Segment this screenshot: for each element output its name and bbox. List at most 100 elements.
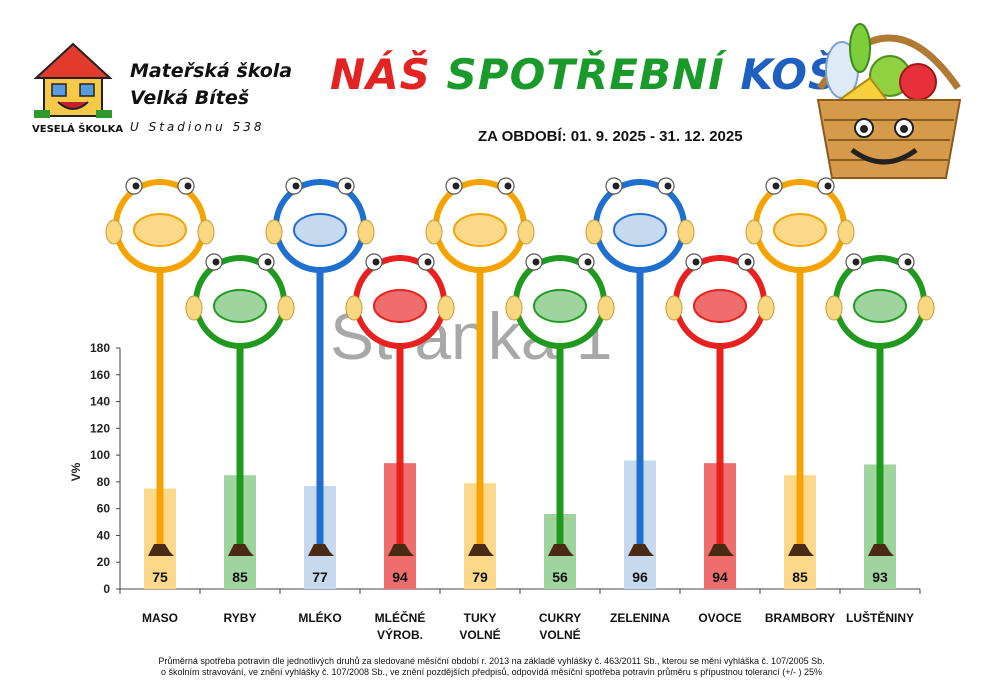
shoe-icon [148,544,174,556]
lollipop-stick [636,270,644,552]
pupil-icon [744,258,752,266]
y-tick-label: 20 [97,555,111,569]
x-tick-label: MLÉKO [298,610,341,625]
data-label: 96 [632,569,648,585]
y-tick-label: 100 [90,448,110,462]
school-name: Mateřská škola Velká Bíteš U Stadionu 53… [130,58,292,141]
hand-icon [505,295,523,321]
x-tick-label: LUŠTĚNINY [846,610,914,625]
hand-icon [665,295,683,321]
pupil-icon [372,258,380,266]
pupil-icon [772,182,780,190]
hand-icon [185,295,203,321]
lollipop-stick [876,346,884,552]
pupil-icon [692,258,700,266]
bar-group-3: 94 MLÉČNÉ VÝROB. [345,253,455,642]
data-label: 77 [312,569,328,585]
lollipop-stick [396,346,404,552]
lollipop-stick [316,270,324,552]
footnote: Průměrná spotřeba potravin dle jednotliv… [0,656,983,678]
bar-group-5: 56 CUKRY VOLNÉ [505,253,615,642]
pupil-icon [852,258,860,266]
hand-icon [345,295,363,321]
pupil-icon [664,182,672,190]
x-tick-label: CUKRY [539,611,581,625]
pupil-icon [452,182,460,190]
food-shape-icon [773,213,827,247]
school-address: U Stadionu 538 [130,120,265,134]
y-tick-label: 40 [97,528,111,542]
x-tick-label: MASO [142,611,178,625]
lollipop-stick [236,346,244,552]
hand-icon [437,295,455,321]
food-shape-icon [213,289,267,323]
x-tick-label: RYBY [224,611,257,625]
food-shape-icon [693,289,747,323]
pupil-icon [424,258,432,266]
shoe-icon [388,544,414,556]
y-tick-label: 0 [103,582,110,596]
food-shape-icon [373,289,427,323]
lollipop-stick [156,270,164,552]
x-tick-label: VOLNÉ [459,627,500,642]
bar-group-7: 94 OVOCE [665,253,775,625]
bar-group-1: 85 RYBY [185,253,295,625]
hand-icon [265,219,283,245]
data-label: 56 [552,569,568,585]
period-text: ZA OBDOBÍ: 01. 9. 2025 - 31. 12. 2025 [478,128,743,145]
shoe-icon [548,544,574,556]
shoe-icon [708,544,734,556]
shoe-icon [228,544,254,556]
pupil-icon [504,182,512,190]
title-word-1: NÁŠ [330,50,431,99]
hand-icon [425,219,443,245]
pupil-icon [612,182,620,190]
logo-label: VESELÁ ŠKOLKA [32,124,124,135]
x-tick-label: MLÉČNÉ [375,610,426,625]
food-shape-icon [133,213,187,247]
food-shape-icon [453,213,507,247]
pupil-icon [344,182,352,190]
pupil-icon [184,182,192,190]
hand-icon [517,219,535,245]
pupil-icon [584,258,592,266]
data-label: 85 [232,569,248,585]
hand-icon [757,295,775,321]
y-tick-label: 80 [97,475,111,489]
x-tick-label: ZELENINA [610,611,670,625]
bar-group-4: 79 TUKY VOLNÉ [425,177,535,642]
lollipop-stick [796,270,804,552]
food-shape-icon [613,213,667,247]
shoe-icon [308,544,334,556]
y-tick-label: 120 [90,421,110,435]
hand-icon [917,295,935,321]
pupil-icon [292,182,300,190]
food-shape-icon [853,289,907,323]
lollipop-stick [556,346,564,552]
shoe-icon [468,544,494,556]
bar-group-6: 96 ZELENINA [585,177,695,625]
y-tick-label: 160 [90,368,110,382]
shoe-icon [628,544,654,556]
y-axis-title: V% [69,462,83,481]
food-shape-icon [293,213,347,247]
hand-icon [837,219,855,245]
bar-group-0: 75 MASO [105,177,215,625]
hand-icon [105,219,123,245]
y-tick-label: 140 [90,395,110,409]
school-name-line2: Velká Bíteš [130,87,250,109]
title-word-2: SPOTŘEBNÍ [446,50,725,99]
school-name-line1: Mateřská škola [130,60,293,82]
data-label: 85 [792,569,808,585]
pupil-icon [132,182,140,190]
hand-icon [277,295,295,321]
lollipop-stick [716,346,724,552]
hand-icon [745,219,763,245]
shoe-icon [788,544,814,556]
data-label: 79 [472,569,488,585]
data-label: 75 [152,569,168,585]
shoe-icon [868,544,894,556]
hand-icon [585,219,603,245]
x-tick-label: VOLNÉ [539,627,580,642]
